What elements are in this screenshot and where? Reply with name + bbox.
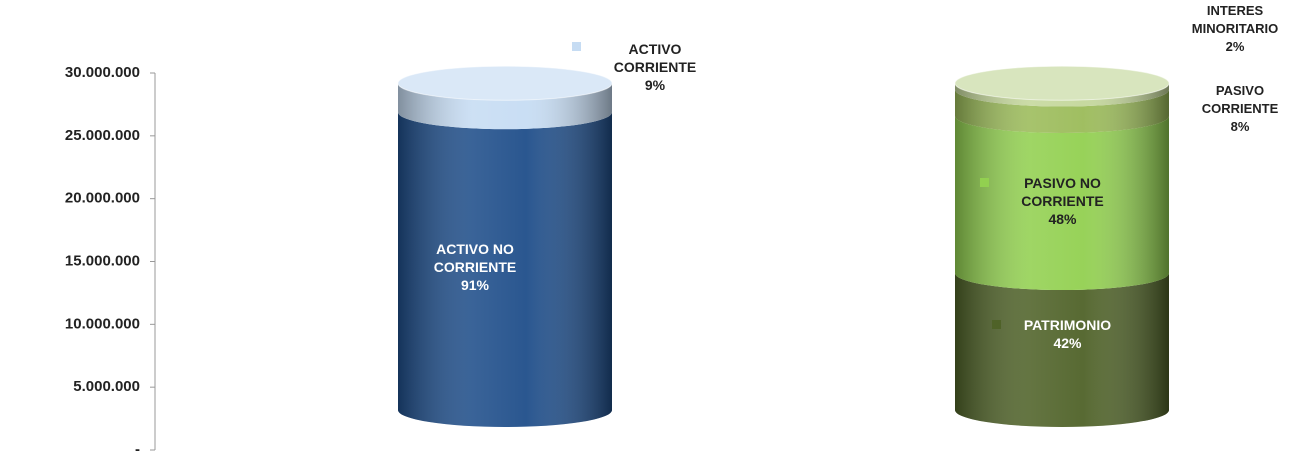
label-name: INTERES MINORITARIO bbox=[1191, 3, 1279, 36]
cylinder-top bbox=[398, 66, 612, 101]
label-percent: 9% bbox=[644, 77, 666, 93]
cylinder-top bbox=[955, 66, 1169, 101]
y-tick-label: 5.000.000 bbox=[73, 378, 140, 395]
y-tick-label: 15.000.000 bbox=[65, 252, 140, 269]
label-percent: 91% bbox=[460, 277, 490, 293]
label-name: PATRIMONIO bbox=[1023, 317, 1112, 333]
label-percent: 2% bbox=[1225, 39, 1245, 54]
y-tick-label: - bbox=[135, 441, 140, 452]
cylinder-shade bbox=[955, 273, 1169, 427]
label-percent: 42% bbox=[1053, 335, 1082, 351]
cylinder-top-tint bbox=[954, 65, 1170, 101]
cylinder-shade bbox=[955, 89, 1169, 133]
data-label: PATRIMONIO 42% bbox=[995, 316, 1140, 352]
data-label: INTERES MINORITARIO 2% bbox=[1170, 2, 1300, 56]
y-tick-label: 30.000.000 bbox=[65, 64, 140, 81]
label-percent: 8% bbox=[1230, 119, 1250, 134]
data-label: PASIVO CORRIENTE 8% bbox=[1180, 82, 1300, 136]
y-tick-label: 20.000.000 bbox=[65, 190, 140, 207]
label-name: ACTIVO NO CORRIENTE bbox=[433, 241, 517, 275]
cylinder-shade bbox=[398, 83, 612, 130]
cylinder-shade bbox=[955, 115, 1169, 291]
legend-marker bbox=[992, 320, 1001, 329]
legend-marker bbox=[980, 178, 989, 187]
y-tick-label: 10.000.000 bbox=[65, 315, 140, 332]
y-tick-label: 25.000.000 bbox=[65, 127, 140, 144]
data-label: ACTIVO CORRIENTE 9% bbox=[595, 40, 715, 94]
legend-marker bbox=[572, 42, 581, 51]
label-name: ACTIVO CORRIENTE bbox=[613, 41, 697, 75]
label-percent: 48% bbox=[1048, 211, 1077, 227]
data-label: ACTIVO NO CORRIENTE 91% bbox=[405, 240, 545, 294]
cylinder-shade bbox=[955, 83, 1169, 107]
data-label: PASIVO NO CORRIENTE 48% bbox=[985, 174, 1140, 228]
label-name: PASIVO CORRIENTE bbox=[1201, 83, 1279, 116]
label-name: PASIVO NO CORRIENTE bbox=[1021, 175, 1104, 209]
cylinder-top-tint bbox=[397, 65, 613, 101]
cylinder-shade bbox=[398, 112, 612, 428]
